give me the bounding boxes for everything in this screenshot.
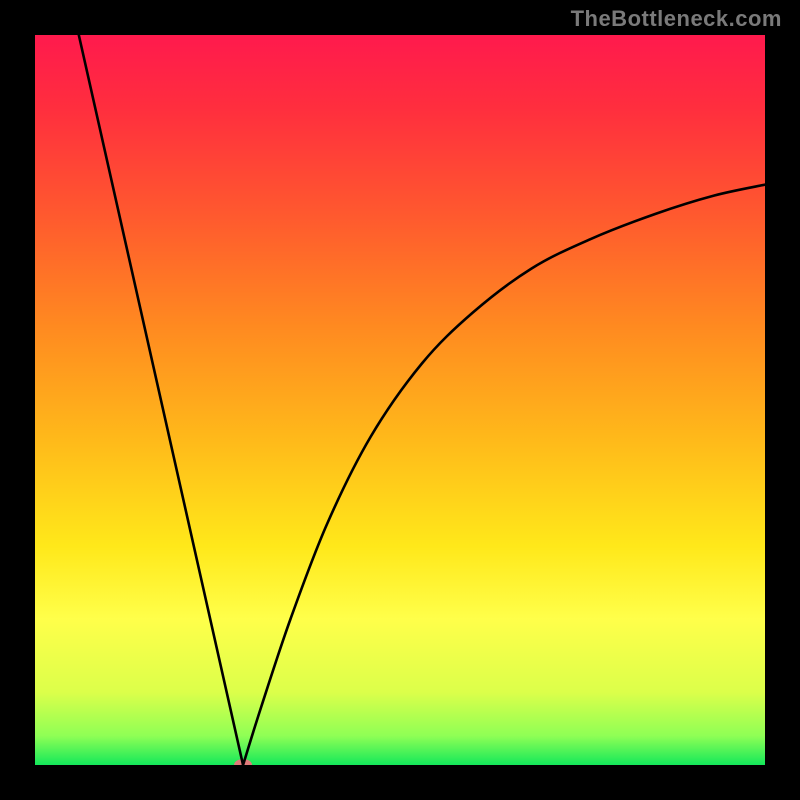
gradient-background <box>35 35 765 765</box>
bottleneck-chart <box>35 35 765 765</box>
watermark-text: TheBottleneck.com <box>571 6 782 32</box>
chart-frame: TheBottleneck.com <box>0 0 800 800</box>
